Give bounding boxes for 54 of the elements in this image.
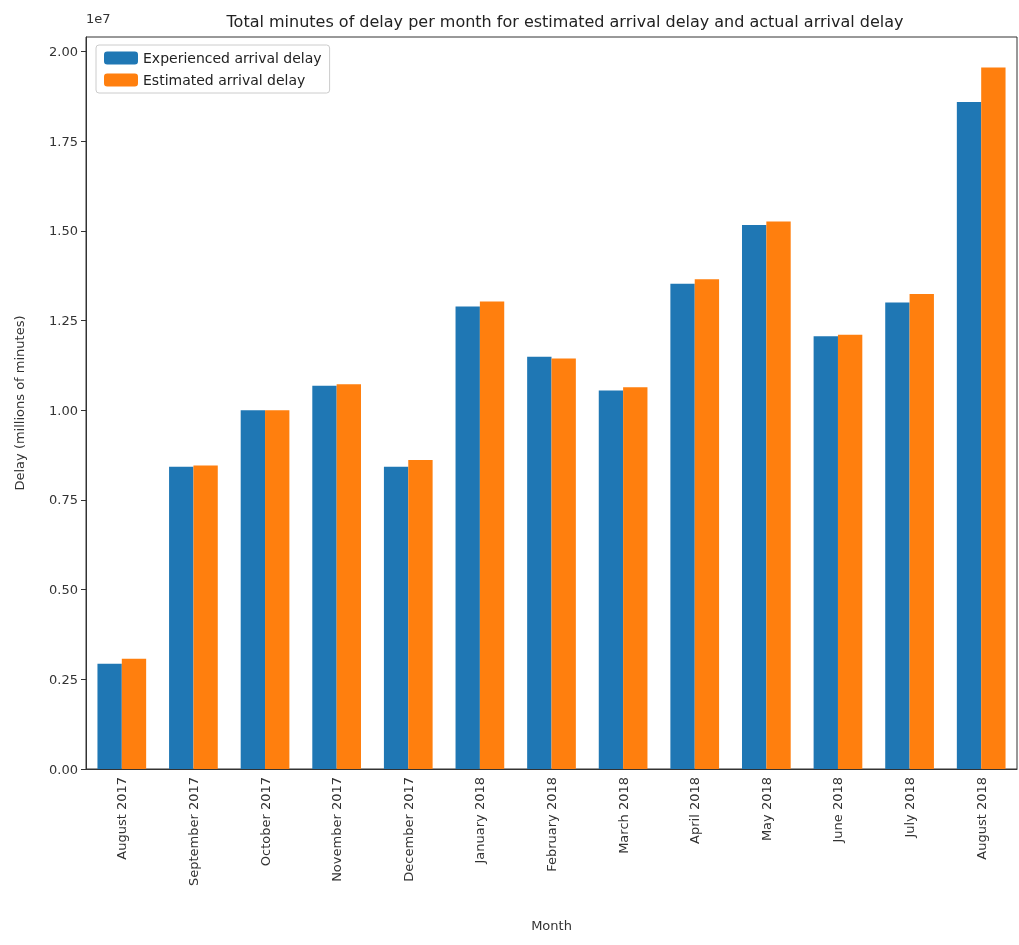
bar [885,302,910,769]
y-tick-label: 0.75 [49,492,78,508]
x-tick-label: February 2018 [544,777,559,872]
y-tick-label: 1.25 [49,312,78,328]
bar [408,460,433,769]
bar [694,279,720,769]
y-tick-label: 0.00 [49,761,78,777]
bar [837,334,863,769]
x-tick-label: March 2018 [615,777,631,854]
y-tick-label: 1.75 [49,133,78,149]
chart-title: Total minutes of delay per month for estimated arrival delay and actual arrival delay [225,11,904,31]
bar [97,663,122,769]
y-tick-label: 2.00 [49,43,78,59]
bar [623,387,648,769]
bar [909,293,934,769]
bar [383,466,409,769]
y-tick-label: 1.50 [49,223,78,239]
x-tick-label: June 2018 [830,777,846,844]
legend-label: Experienced arrival delay [143,50,322,66]
bar [479,301,505,769]
bar [813,336,838,769]
y-axis-title: Delay (millions of minutes) [12,315,27,491]
x-tick-label: May 2018 [758,777,774,842]
bar [956,101,982,769]
bar [670,283,695,769]
bar [551,358,576,769]
x-tick-label: December 2017 [400,777,416,882]
x-tick-label: November 2017 [329,777,345,882]
bar [598,390,624,769]
x-tick-label: April 2018 [687,777,703,844]
bar [766,221,791,769]
x-tick-label: July 2018 [902,777,918,839]
bar [527,356,552,769]
x-axis-title: Month [531,918,572,933]
bar [169,466,194,769]
bar [742,225,767,769]
legend-label: Estimated arrival delay [143,72,306,88]
x-tick-label: October 2017 [257,777,273,867]
y-tick-label: 1.00 [49,402,78,418]
x-tick-label: August 2018 [973,777,989,860]
bar [121,658,147,769]
bar [981,67,1006,769]
y-tick-label: 0.25 [49,671,78,687]
text: 1e7 [86,11,111,26]
x-tick-label: August 2017 [114,777,130,860]
bar [455,306,480,769]
y-tick-label: 0.50 [49,582,78,598]
bar [265,410,290,769]
bar [240,410,266,769]
x-tick-label: September 2017 [185,777,201,887]
bar [312,385,337,769]
bar [193,465,218,769]
x-tick-label: January 2018 [472,777,488,865]
bar [336,384,361,769]
